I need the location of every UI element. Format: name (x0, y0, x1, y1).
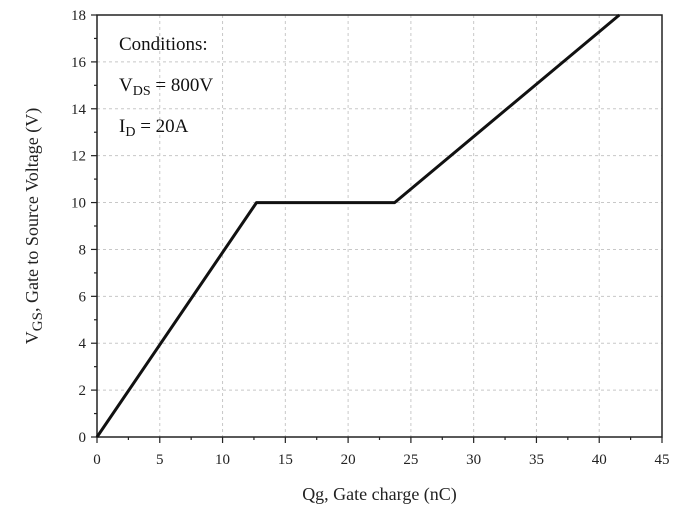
annotation-vds-rest: = 800V (151, 75, 214, 96)
conditions-annotation: Conditions: VDS = 800V ID = 20A (119, 34, 213, 140)
y-tick-label: 16 (71, 55, 87, 71)
annotation-vds-main: V (119, 75, 133, 96)
y-tick-label: 14 (71, 102, 87, 118)
x-tick-label: 35 (529, 452, 544, 468)
x-axis-ticks: 0 5 10 15 20 25 30 35 40 45 (93, 437, 670, 468)
x-tick-label: 0 (93, 452, 101, 468)
x-tick-label: 10 (215, 452, 230, 468)
x-tick-label: 15 (278, 452, 293, 468)
annotation-id-sub: D (125, 125, 135, 140)
y-axis-label-sub: GS (30, 312, 46, 331)
x-tick-label: 5 (156, 452, 164, 468)
y-tick-label: 2 (79, 383, 87, 399)
y-tick-label: 4 (79, 336, 87, 352)
x-tick-label: 25 (403, 452, 418, 468)
y-tick-label: 0 (79, 430, 87, 446)
y-axis-label: VGS, Gate to Source Voltage (V) (22, 108, 46, 344)
y-axis-label-main: V (22, 331, 42, 344)
x-tick-label: 40 (592, 452, 607, 468)
x-tick-label: 45 (655, 452, 670, 468)
y-tick-label: 10 (71, 196, 86, 212)
annotation-conditions: Conditions: (119, 34, 208, 55)
annotation-id-main: I (119, 116, 125, 137)
y-tick-label: 6 (79, 289, 87, 305)
y-tick-label: 18 (71, 8, 86, 24)
annotation-vds-sub: DS (133, 84, 151, 99)
y-axis-label-rest: , Gate to Source Voltage (V) (22, 108, 43, 312)
x-axis-label: Qg, Gate charge (nC) (302, 484, 457, 505)
y-tick-label: 12 (71, 149, 86, 165)
annotation-id: ID = 20A (119, 116, 189, 140)
series-group (95, 13, 621, 438)
annotation-vds: VDS = 800V (119, 75, 213, 99)
y-axis-ticks: 0 2 4 6 8 10 12 14 16 18 (71, 8, 97, 446)
series-line-0 (95, 13, 621, 438)
y-tick-label: 8 (79, 242, 87, 258)
x-tick-label: 20 (341, 452, 356, 468)
annotation-id-rest: = 20A (135, 116, 188, 137)
x-tick-label: 30 (466, 452, 481, 468)
